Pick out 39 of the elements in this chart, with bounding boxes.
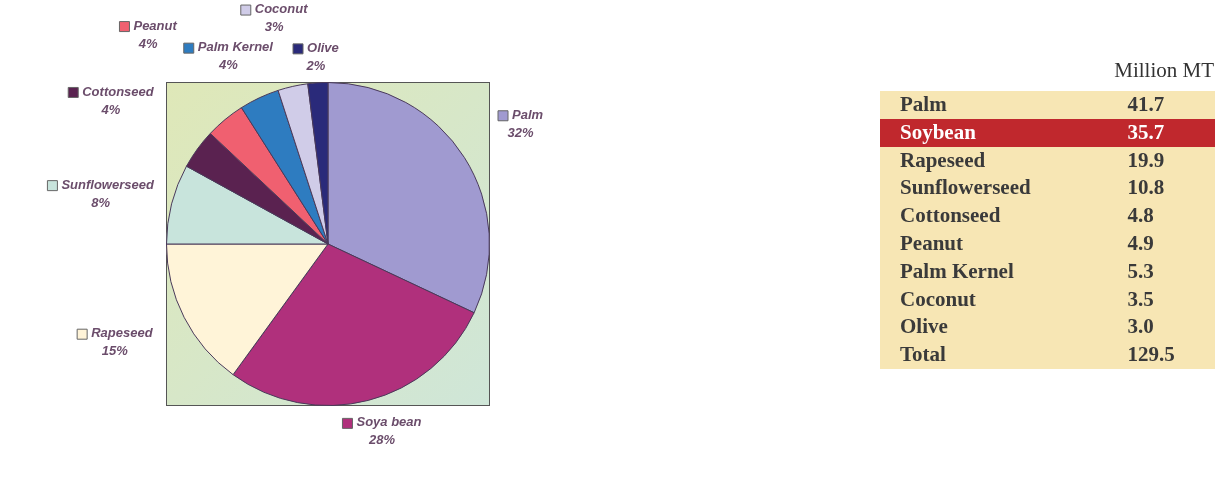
data-label: 8%	[91, 194, 111, 210]
data-label: 4%	[217, 57, 239, 73]
legend-label: Palm	[512, 106, 544, 122]
data-label: 32%	[507, 124, 534, 140]
category-label: Coconut	[899, 285, 977, 313]
data-label: 4%	[100, 101, 121, 117]
category-label: Cottonseed	[899, 202, 1002, 230]
table-row: Rapeseed 19.9	[880, 146, 1215, 175]
table-row: Peanut 4.9	[880, 230, 1215, 258]
table-row: Coconut 3.5	[880, 285, 1215, 314]
category-label: Soybean	[899, 118, 977, 146]
category-label: Total	[899, 341, 947, 369]
legend-label: Peanut	[133, 17, 178, 33]
category-label: Sunflowerseed	[899, 174, 1032, 202]
table-row: Cottonseed 4.8	[880, 202, 1215, 230]
table-row: Palm 41.7	[880, 91, 1215, 119]
data-label: 2%	[305, 57, 326, 73]
data-label: 28%	[367, 432, 396, 448]
table-row: Sunflowerseed 10.8	[880, 174, 1215, 203]
legend-label: Rapeseed	[91, 325, 154, 341]
legend-label: Palm Kernel	[197, 39, 274, 55]
table-row: Total 129.5	[880, 341, 1215, 369]
legend-label: Sunflowerseed	[61, 176, 155, 192]
table-row: Soybean 35.7	[880, 118, 1215, 147]
category-label: Palm Kernel	[899, 257, 1015, 285]
data-label: 4%	[137, 35, 158, 51]
legend-label: Olive	[307, 39, 339, 55]
legend-label: Coconut	[254, 1, 309, 17]
category-label: Peanut	[899, 230, 964, 257]
data-label: 3%	[264, 19, 284, 35]
category-label: Palm	[899, 91, 948, 118]
legend-label: Soya bean	[356, 414, 422, 430]
table-row: Palm Kernel 5.3	[880, 257, 1215, 286]
text: Million MT	[1113, 58, 1215, 83]
legend-label: Cottonseed	[82, 83, 155, 99]
category-label: Rapeseed	[899, 146, 987, 174]
data-label: 15%	[101, 343, 129, 359]
table-row: Olive 3.0	[880, 313, 1215, 342]
category-label: Olive	[899, 313, 949, 341]
